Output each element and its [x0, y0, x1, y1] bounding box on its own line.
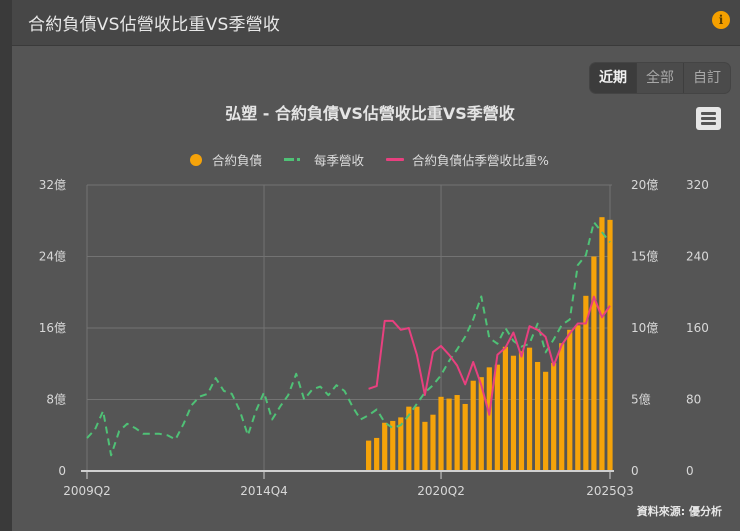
bar-contract-liability [551, 362, 557, 471]
bar-contract-liability [454, 395, 460, 471]
chart-legend: 合約負債 每季營收 合約負債佔季營收比重% [190, 150, 571, 169]
bar-contract-liability [575, 325, 581, 471]
bar-contract-liability [430, 414, 436, 471]
bar-contract-liability [374, 437, 380, 471]
bar-contract-liability [526, 347, 533, 471]
range-all-button[interactable]: 全部 [636, 63, 683, 93]
card-header: 合約負債VS佔營收比重VS季營收 i [12, 0, 740, 46]
x-tick-label: 2009Q2 [63, 484, 111, 498]
data-source-label: 資料來源: 優分析 [636, 505, 722, 518]
y-right-revenue-tick-label: 20億 [631, 178, 658, 192]
x-tick-label: 2020Q2 [417, 484, 465, 498]
left-sidebar-edge [0, 0, 12, 531]
bar-contract-liability [366, 440, 372, 471]
range-recent-button[interactable]: 近期 [590, 63, 636, 93]
bar-contract-liability [398, 417, 404, 471]
line-quarterly-revenue [86, 221, 611, 457]
range-selector: 近期 全部 自訂 [590, 63, 730, 93]
y-right-revenue-tick-label: 0 [631, 464, 639, 478]
legend-item-ratio[interactable]: 合約負債佔季營收比重% [386, 150, 549, 169]
y-left-tick-label: 8億 [46, 393, 66, 407]
y-right-revenue-tick-label: 15億 [631, 250, 658, 264]
chart-title: 弘塑 - 合約負債VS佔營收比重VS季營收 [225, 104, 515, 123]
bar-contract-liability [591, 256, 597, 471]
bar-contract-liability [446, 398, 452, 471]
y-right-ratio-tick-label: 80 [686, 393, 701, 407]
line-ratio [368, 295, 611, 416]
card-title: 合約負債VS佔營收比重VS季營收 [28, 15, 281, 35]
bar-contract-liability [510, 355, 517, 471]
bar-contract-liability [567, 329, 573, 471]
bar-contract-liability [599, 217, 605, 471]
dashed-line-icon [284, 158, 306, 161]
y-right-ratio-tick-label: 160 [686, 321, 709, 335]
y-left-tick-label: 24億 [39, 250, 66, 264]
legend-item-contract-liability[interactable]: 合約負債 [190, 150, 262, 169]
legend-item-quarterly-revenue[interactable]: 每季營收 [284, 150, 364, 169]
legend-label: 合約負債佔季營收比重% [412, 153, 549, 168]
bar-contract-liability [422, 421, 428, 471]
line-icon [386, 158, 405, 161]
legend-label: 合約負債 [212, 153, 263, 168]
bar-contract-liability [534, 361, 541, 471]
y-right-revenue-tick-label: 5億 [631, 393, 651, 407]
y-right-ratio-tick-label: 0 [686, 464, 694, 478]
info-icon[interactable]: i [712, 11, 730, 29]
bar-contract-liability [414, 406, 420, 471]
bar-contract-liability [607, 219, 613, 471]
bar-contract-liability [494, 364, 500, 471]
bar-contract-liability [390, 420, 396, 471]
bar-contract-liability [462, 403, 468, 471]
y-right-ratio-tick-label: 320 [686, 178, 709, 192]
legend-label: 每季營收 [314, 153, 365, 168]
bar-contract-liability [470, 380, 476, 471]
bar-contract-liability [518, 351, 525, 471]
y-right-ratio-tick-label: 240 [686, 250, 709, 264]
y-left-tick-label: 0 [58, 464, 66, 478]
x-tick-label: 2025Q3 [586, 484, 634, 498]
bar-contract-liability [583, 295, 589, 471]
bar-contract-liability [438, 396, 444, 471]
y-left-tick-label: 32億 [39, 178, 66, 192]
y-left-tick-label: 16億 [39, 321, 66, 335]
bar-contract-liability [486, 367, 492, 471]
bar-contract-liability [382, 422, 388, 471]
bar-contract-liability [406, 406, 412, 471]
bar-contract-liability [559, 343, 565, 471]
bar-contract-liability [478, 377, 484, 471]
dot-icon [190, 153, 202, 166]
bar-contract-liability [502, 346, 508, 471]
bar-contract-liability [543, 371, 549, 471]
x-tick-label: 2014Q4 [240, 484, 288, 498]
range-custom-button[interactable]: 自訂 [683, 63, 730, 93]
hamburger-menu-icon[interactable] [696, 107, 721, 130]
y-right-revenue-tick-label: 10億 [631, 321, 658, 335]
